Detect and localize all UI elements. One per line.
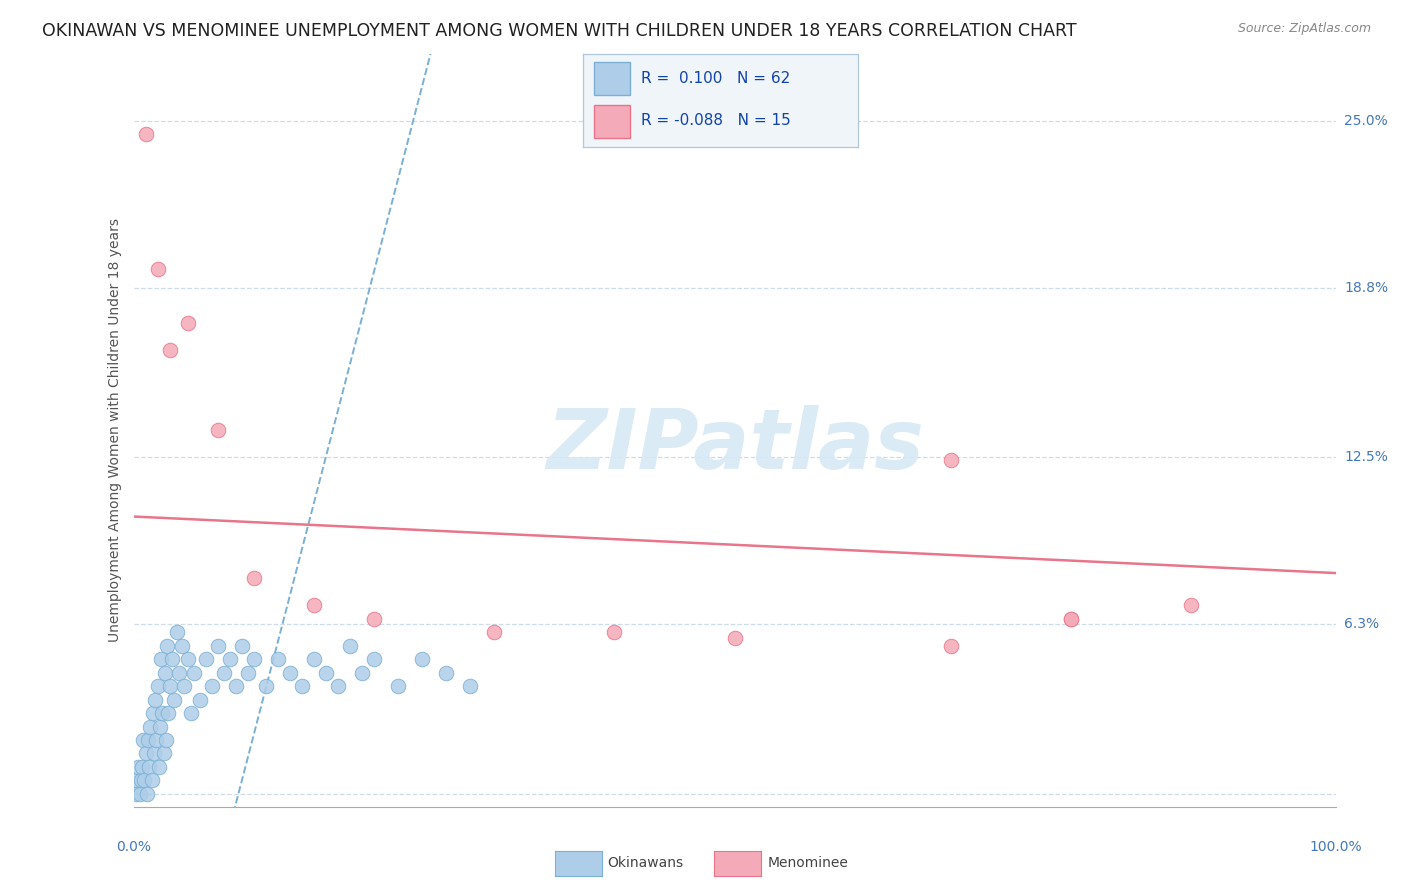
Point (170, 639, 193, 653)
Point (180, 706, 202, 720)
Point (163, 692, 186, 706)
Point (458, 679, 481, 693)
Point (326, 679, 349, 693)
Point (1180, 599, 1202, 613)
Text: R = -0.088   N = 15: R = -0.088 N = 15 (641, 113, 790, 128)
Point (350, 665, 373, 680)
Point (723, 631, 745, 645)
Point (153, 665, 176, 680)
Point (315, 665, 337, 680)
Point (135, 787, 157, 801)
Point (603, 625, 626, 640)
Point (125, 787, 148, 801)
Text: 25.0%: 25.0% (1344, 114, 1388, 128)
Point (166, 625, 188, 640)
Point (167, 665, 190, 680)
Point (236, 665, 259, 680)
Point (152, 747, 174, 761)
Point (363, 652, 385, 666)
Point (194, 652, 217, 666)
Point (141, 773, 163, 788)
Point (339, 639, 361, 653)
Point (302, 599, 325, 613)
Text: ZIPatlas: ZIPatlas (546, 405, 924, 486)
Point (159, 679, 181, 693)
Point (146, 679, 169, 693)
Text: Menominee: Menominee (768, 856, 849, 871)
Point (207, 424, 229, 438)
Text: 12.5%: 12.5% (1344, 450, 1388, 465)
Point (143, 692, 166, 706)
Y-axis label: Unemployment Among Women with Children Under 18 years: Unemployment Among Women with Children U… (108, 219, 122, 642)
Point (138, 760, 160, 774)
Point (176, 652, 198, 666)
FancyBboxPatch shape (595, 62, 630, 95)
Point (156, 639, 179, 653)
Text: Source: ZipAtlas.com: Source: ZipAtlas.com (1237, 22, 1371, 36)
Point (939, 639, 962, 653)
Point (132, 733, 155, 747)
Point (291, 679, 314, 693)
Point (201, 679, 224, 693)
Text: 0.0%: 0.0% (117, 839, 150, 854)
Text: R =  0.100   N = 62: R = 0.100 N = 62 (641, 70, 790, 86)
Point (254, 679, 277, 693)
Point (131, 760, 153, 774)
Point (152, 706, 174, 720)
Point (155, 733, 177, 747)
Point (225, 679, 247, 693)
Text: Okinawans: Okinawans (607, 856, 683, 871)
Point (188, 692, 211, 706)
Point (302, 652, 325, 666)
Point (142, 706, 165, 720)
Point (128, 787, 150, 801)
Point (484, 625, 506, 640)
Point (434, 665, 457, 680)
Point (363, 612, 385, 626)
Text: OKINAWAN VS MENOMINEE UNEMPLOYMENT AMONG WOMEN WITH CHILDREN UNDER 18 YEARS CORR: OKINAWAN VS MENOMINEE UNEMPLOYMENT AMONG… (42, 22, 1077, 40)
Point (145, 733, 167, 747)
Point (159, 343, 181, 357)
Point (160, 652, 183, 666)
Point (231, 639, 253, 653)
Point (136, 733, 159, 747)
Point (207, 639, 229, 653)
Point (411, 652, 433, 666)
Point (127, 760, 149, 774)
Point (173, 679, 195, 693)
Text: 18.8%: 18.8% (1344, 281, 1388, 294)
Point (129, 773, 152, 788)
Point (243, 571, 266, 585)
Point (278, 665, 301, 680)
Point (183, 665, 205, 680)
Point (157, 706, 180, 720)
Point (218, 652, 240, 666)
Point (127, 773, 149, 788)
Text: 6.3%: 6.3% (1344, 617, 1379, 632)
Point (139, 719, 162, 733)
Point (148, 760, 170, 774)
Point (387, 679, 409, 693)
Point (150, 652, 173, 666)
Point (939, 453, 962, 467)
Point (243, 652, 266, 666)
Point (134, 773, 156, 788)
Point (212, 665, 235, 680)
Point (176, 316, 198, 330)
Text: 100.0%: 100.0% (1309, 839, 1362, 854)
Point (143, 747, 166, 761)
Point (146, 261, 169, 276)
FancyBboxPatch shape (595, 105, 630, 138)
Point (135, 128, 157, 142)
Point (149, 719, 172, 733)
Point (135, 747, 157, 761)
Point (1060, 612, 1083, 626)
Point (1060, 612, 1083, 626)
Point (267, 652, 290, 666)
